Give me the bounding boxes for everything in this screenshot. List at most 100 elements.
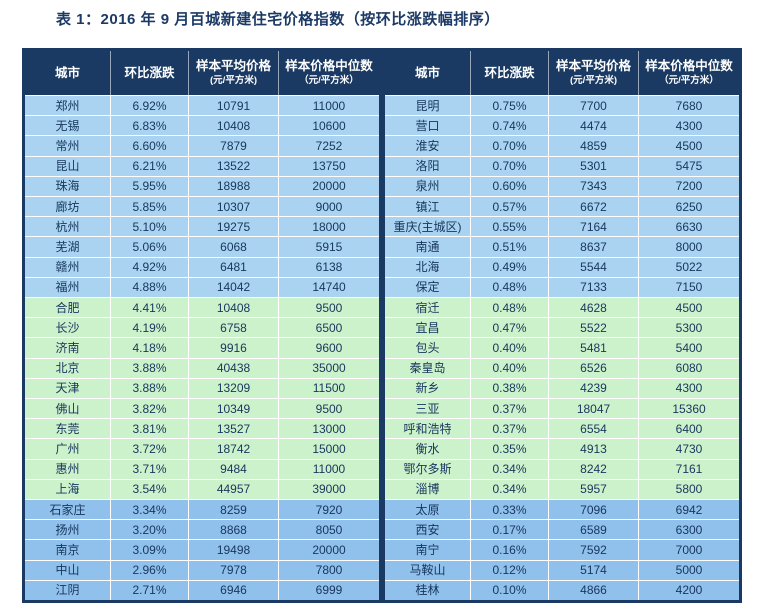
median-price-cell: 5000: [675, 563, 703, 578]
city-cell: 桂林: [385, 580, 471, 601]
median-price-cell: 20000: [312, 543, 346, 558]
city-cell: 珠海: [25, 176, 111, 197]
mom-change-cell: 3.88%: [111, 358, 189, 378]
avg-price-cell: 5544: [549, 257, 639, 277]
col-header-avg-price: 样本平均价格 (元/平方米): [549, 51, 639, 95]
city-cell: 西安: [385, 520, 471, 540]
mom-change-cell: 4.92%: [111, 257, 189, 277]
table-row: 福州 4.88% 14042 14740: [25, 276, 379, 298]
mom-change-cell: 0.49%: [471, 257, 549, 277]
mom-change-cell: 0.35%: [471, 439, 549, 459]
table-row: 新乡 0.38% 4239 4300: [385, 377, 739, 399]
avg-price-cell: 5301: [549, 156, 639, 176]
table-row: 泉州 0.60% 7343 7200: [385, 175, 739, 197]
mom-change-cell: 3.34%: [111, 500, 189, 520]
city-cell: 石家庄: [25, 500, 111, 520]
mom-change-cell: 0.55%: [471, 217, 549, 237]
avg-price-cell: 6526: [549, 358, 639, 378]
city-cell: 长沙: [25, 318, 111, 338]
mom-change-cell: 0.34%: [471, 459, 549, 479]
table-row: 江阴 2.71% 6946 6999: [25, 579, 379, 601]
median-price-cell: 4500: [675, 300, 703, 315]
table-row: 天津 3.88% 13209 11500: [25, 377, 379, 399]
table-row: 石家庄 3.34% 8259 7920: [25, 499, 379, 520]
mom-change-cell: 0.34%: [471, 479, 549, 500]
avg-price-cell: 6481: [189, 257, 279, 277]
city-cell: 东莞: [25, 419, 111, 439]
city-cell: 中山: [25, 560, 111, 580]
table-row: 洛阳 0.70% 5301 5475: [385, 155, 739, 176]
mom-change-cell: 0.12%: [471, 560, 549, 580]
median-price-cell: 18000: [312, 219, 346, 234]
city-cell: 马鞍山: [385, 560, 471, 580]
city-cell: 北海: [385, 257, 471, 277]
avg-price-cell: 5481: [549, 338, 639, 358]
table-row: 鄂尔多斯 0.34% 8242 7161: [385, 458, 739, 479]
avg-price-cell: 9484: [189, 459, 279, 479]
city-cell: 鄂尔多斯: [385, 459, 471, 479]
median-price-cell: 6400: [675, 421, 703, 436]
median-price-cell: 7200: [675, 179, 703, 194]
city-cell: 镇江: [385, 197, 471, 217]
median-price-cell: 8000: [675, 240, 703, 255]
table-row: 廊坊 5.85% 10307 9000: [25, 196, 379, 217]
city-cell: 营口: [385, 116, 471, 136]
median-price-cell: 7800: [315, 563, 343, 578]
table-row: 郑州 6.92% 10791 11000: [25, 95, 379, 116]
table-row: 宜昌 0.47% 5522 5300: [385, 317, 739, 338]
col-header-median-price-unit: （元/平方米）: [659, 74, 719, 86]
median-price-cell: 13750: [312, 159, 346, 174]
avg-price-cell: 19275: [189, 217, 279, 237]
city-cell: 扬州: [25, 520, 111, 540]
avg-price-cell: 44957: [189, 479, 279, 500]
table-row: 北京 3.88% 40438 35000: [25, 357, 379, 378]
mom-change-cell: 0.74%: [471, 116, 549, 136]
table-row: 宿迁 0.48% 4628 4500: [385, 297, 739, 318]
mom-change-cell: 3.72%: [111, 439, 189, 459]
table-row: 太原 0.33% 7096 6942: [385, 499, 739, 520]
avg-price-cell: 18988: [189, 176, 279, 197]
city-cell: 常州: [25, 136, 111, 156]
table-right-panel: 城市 环比涨跌 样本平均价格 (元/平方米) 样本价格中位数 （元/平方米） 昆…: [385, 51, 739, 601]
median-price-cell: 5800: [675, 482, 703, 497]
median-price-cell: 6999: [315, 583, 343, 598]
mom-change-cell: 0.48%: [471, 277, 549, 298]
city-cell: 宿迁: [385, 298, 471, 318]
mom-change-cell: 2.71%: [111, 580, 189, 601]
mom-change-cell: 0.57%: [471, 197, 549, 217]
median-price-cell: 5300: [675, 320, 703, 335]
table-row: 秦皇岛 0.40% 6526 6080: [385, 357, 739, 378]
mom-change-cell: 6.92%: [111, 96, 189, 116]
mom-change-cell: 5.85%: [111, 197, 189, 217]
col-header-median-price-label: 样本价格中位数: [285, 59, 373, 74]
avg-price-cell: 10791: [189, 96, 279, 116]
table-row: 赣州 4.92% 6481 6138: [25, 256, 379, 277]
median-price-cell: 11000: [312, 462, 346, 477]
median-price-cell: 6500: [315, 320, 343, 335]
table-row: 杭州 5.10% 19275 18000: [25, 216, 379, 237]
city-cell: 包头: [385, 338, 471, 358]
median-price-cell: 5475: [675, 159, 703, 174]
avg-price-cell: 7879: [189, 136, 279, 156]
city-cell: 上海: [25, 479, 111, 500]
median-price-cell: 10600: [312, 118, 346, 133]
table-row: 无锡 6.83% 10408 10600: [25, 115, 379, 136]
median-price-cell: 7920: [315, 502, 343, 517]
avg-price-cell: 8259: [189, 500, 279, 520]
mom-change-cell: 0.70%: [471, 156, 549, 176]
median-price-cell: 4300: [675, 118, 703, 133]
median-price-cell: 4500: [675, 139, 703, 153]
mom-change-cell: 3.81%: [111, 419, 189, 439]
median-price-cell: 4300: [675, 381, 703, 396]
avg-price-cell: 4859: [549, 136, 639, 156]
avg-price-cell: 14042: [189, 277, 279, 298]
col-header-city: 城市: [25, 51, 111, 95]
mom-change-cell: 4.18%: [111, 338, 189, 358]
table-row: 衡水 0.35% 4913 4730: [385, 438, 739, 459]
mom-change-cell: 5.10%: [111, 217, 189, 237]
col-header-avg-price: 样本平均价格 (元/平方米): [189, 51, 279, 95]
mom-change-cell: 4.19%: [111, 318, 189, 338]
table-row: 长沙 4.19% 6758 6500: [25, 317, 379, 338]
table-row: 芜湖 5.06% 6068 5915: [25, 236, 379, 257]
mom-change-cell: 3.09%: [111, 540, 189, 560]
